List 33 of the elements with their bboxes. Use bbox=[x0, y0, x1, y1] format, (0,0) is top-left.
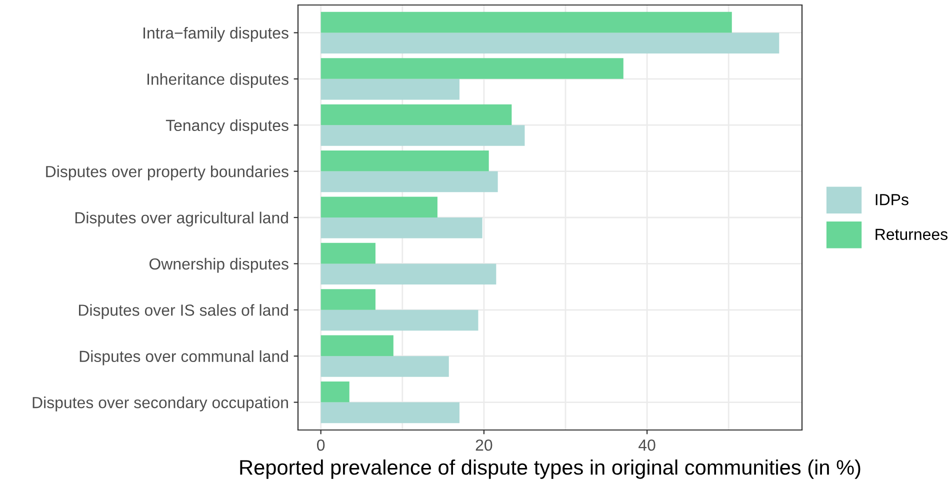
y-tick-label: Disputes over communal land bbox=[80, 350, 288, 366]
bar bbox=[320, 150, 489, 172]
y-tick-label: Disputes over property boundaries bbox=[46, 166, 288, 180]
y-tick-label: Disputes over secondary occupation bbox=[32, 396, 288, 412]
bar bbox=[320, 104, 512, 126]
legend-label: Returnees bbox=[876, 228, 948, 240]
bar bbox=[320, 12, 732, 33]
bar bbox=[320, 402, 460, 424]
x-tick-label: 20 bbox=[476, 439, 492, 451]
bar bbox=[320, 32, 780, 54]
y-tick-label: Disputes over agricultural land bbox=[75, 212, 288, 227]
x-tick-label: 40 bbox=[638, 439, 656, 451]
bar bbox=[320, 335, 394, 356]
y-tick-label: Disputes over IS sales of land bbox=[78, 304, 288, 319]
y-tick-label: Inheritance disputes bbox=[148, 73, 288, 88]
bar bbox=[320, 356, 449, 377]
bar bbox=[320, 218, 482, 238]
y-tick-label: Tenancy disputes bbox=[166, 119, 288, 134]
bar bbox=[320, 196, 438, 218]
bar bbox=[320, 264, 496, 284]
bar bbox=[320, 289, 376, 310]
legend-label: IDPs bbox=[876, 194, 908, 206]
bar bbox=[320, 171, 498, 192]
bar bbox=[320, 58, 624, 79]
x-tick-label: 0 bbox=[317, 439, 325, 451]
bar bbox=[320, 310, 478, 331]
bar bbox=[320, 78, 460, 100]
y-tick-label: Intra−family disputes bbox=[144, 26, 288, 42]
bar bbox=[320, 125, 525, 146]
bar bbox=[320, 242, 376, 264]
bar bbox=[320, 381, 350, 402]
x-axis-title: Reported prevalence of dispute types in original communities (in %) bbox=[240, 459, 860, 479]
y-tick-label: Ownership disputes bbox=[149, 258, 288, 273]
